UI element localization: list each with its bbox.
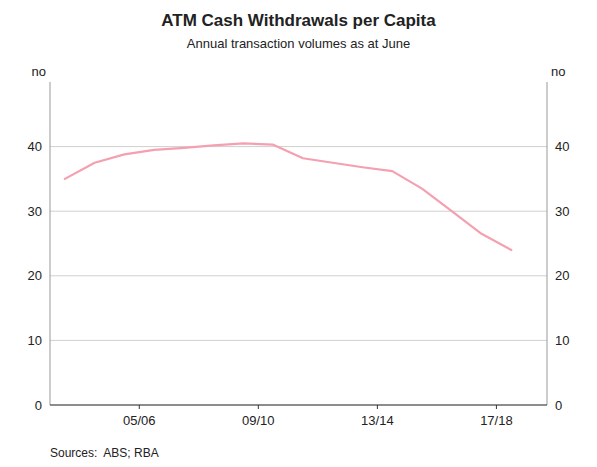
chart-container: ATM Cash Withdrawals per Capita Annual tr… — [0, 0, 597, 467]
grid-line — [50, 211, 547, 212]
y2-tick-label: 0 — [555, 398, 562, 413]
y-tick-label: 20 — [28, 268, 42, 283]
source: Sources: ABS; RBA — [50, 446, 159, 460]
x-tick-label: 09/10 — [242, 413, 275, 428]
grid-line — [50, 340, 547, 341]
y-tick-label: 30 — [28, 204, 42, 219]
x-tick — [139, 405, 140, 409]
y2-tick-label: 30 — [555, 204, 569, 219]
grid — [50, 147, 547, 405]
y2-tick-label: 20 — [555, 268, 569, 283]
y2-axis-line — [547, 82, 548, 405]
x-tick-label: 05/06 — [123, 413, 156, 428]
y-axis-label: no — [32, 64, 46, 79]
subtitle: Annual transaction volumes as at June — [187, 36, 410, 51]
x-tick-label: 13/14 — [361, 413, 394, 428]
x-tick — [377, 405, 378, 409]
y2-tick-label: 40 — [555, 139, 569, 154]
plot-area — [65, 143, 511, 250]
y2-axis-label: no — [551, 64, 565, 79]
x-axis-line — [50, 405, 547, 406]
y-tick-label: 10 — [28, 333, 42, 348]
x-tick — [496, 405, 497, 409]
y-tick-label: 40 — [28, 139, 42, 154]
grid-line — [50, 146, 547, 147]
x-tick-label: 17/18 — [480, 413, 513, 428]
grid-line — [50, 405, 547, 406]
title: ATM Cash Withdrawals per Capita — [161, 11, 436, 30]
line — [65, 143, 511, 250]
grid-line — [50, 275, 547, 276]
x-tick — [258, 405, 259, 409]
chart: ATM Cash Withdrawals per Capita Annual tr… — [0, 0, 597, 467]
y-axis-line — [50, 82, 51, 405]
y-tick-label: 0 — [35, 398, 42, 413]
y2-tick-label: 10 — [555, 333, 569, 348]
